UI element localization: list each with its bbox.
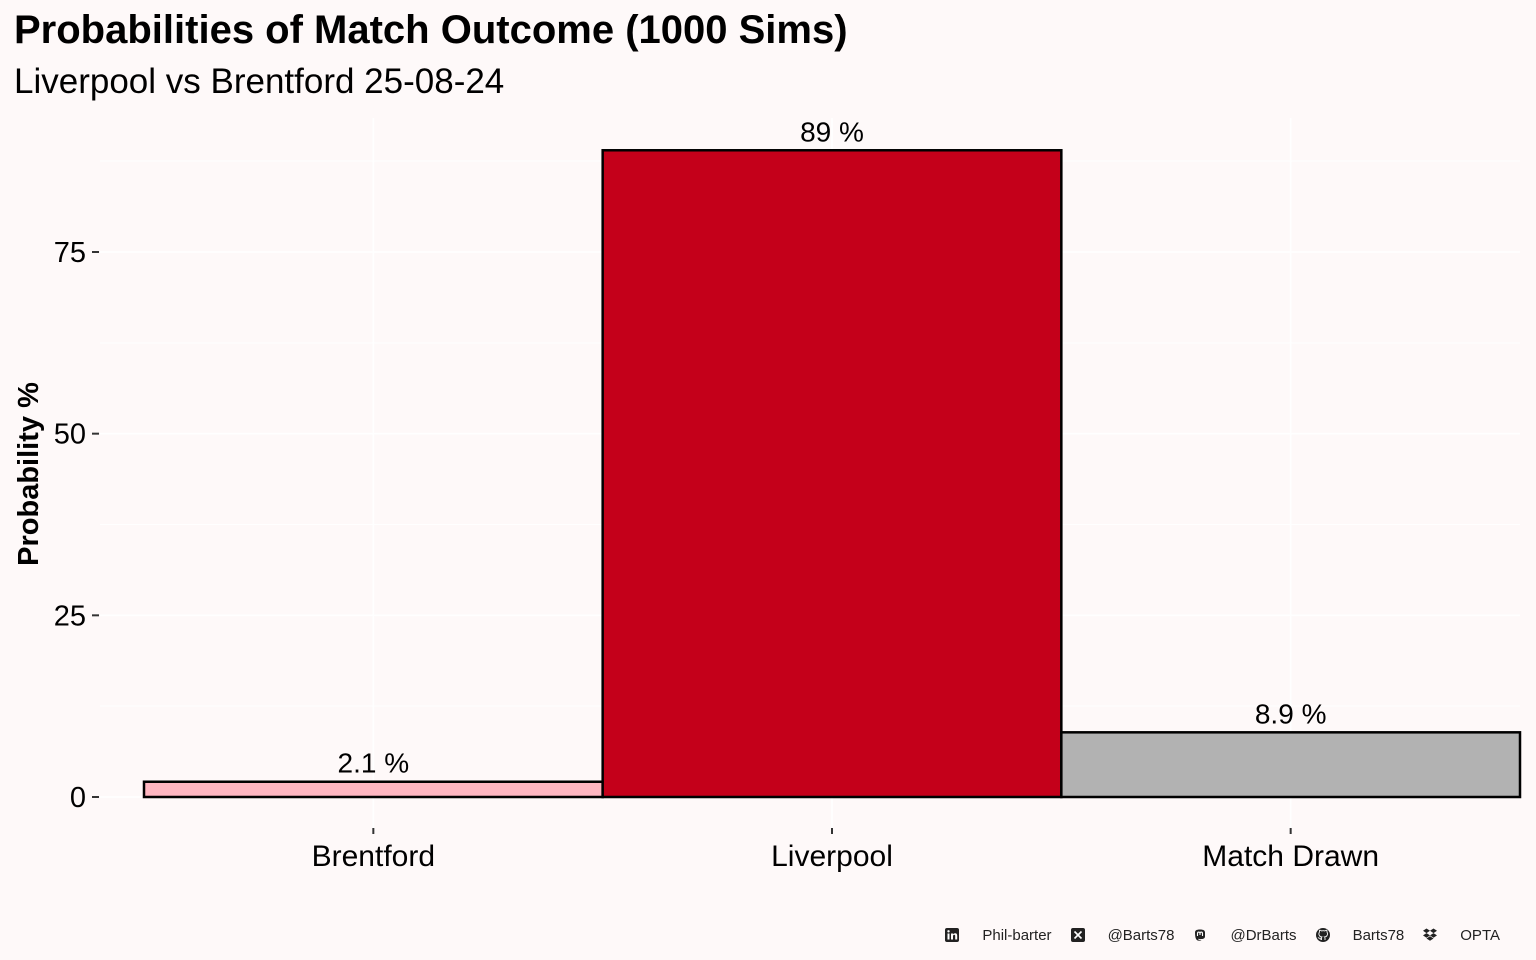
bar-match-drawn bbox=[1060, 731, 1522, 799]
y-tick-label: 0 bbox=[70, 782, 86, 814]
linkedin-icon bbox=[944, 927, 960, 943]
linkedin-handle: Phil-barter bbox=[982, 926, 1052, 944]
y-axis-label: Probability % bbox=[13, 382, 45, 566]
y-tick-label: 25 bbox=[54, 600, 86, 632]
chart-title: Probabilities of Match Outcome (1000 Sim… bbox=[14, 8, 848, 52]
data-label: 2.1 % bbox=[338, 748, 410, 779]
bar-liverpool bbox=[601, 149, 1063, 799]
data-label: 8.9 % bbox=[1255, 698, 1327, 729]
y-tick-label: 75 bbox=[54, 237, 86, 269]
data-label: 89 % bbox=[800, 116, 864, 147]
bar-layer bbox=[142, 149, 1522, 799]
data-label-layer: 2.1 % 89 % 8.9 % bbox=[338, 116, 1327, 778]
x-tick-label: Liverpool bbox=[771, 840, 893, 873]
x-tick-label: Brentford bbox=[312, 840, 435, 873]
footer-credits: Phil-barter @Barts78 @DrBarts Barts78 OP… bbox=[944, 922, 1500, 948]
x-twitter-icon bbox=[1070, 927, 1086, 943]
chart-subtitle: Liverpool vs Brentford 25-08-24 bbox=[14, 62, 505, 101]
bar-brentford bbox=[142, 780, 604, 799]
x-tick-label: Match Drawn bbox=[1202, 840, 1379, 873]
mastodon-handle: @DrBarts bbox=[1230, 926, 1297, 944]
mastodon-icon bbox=[1192, 927, 1208, 943]
y-tick-label: 50 bbox=[54, 419, 86, 451]
github-handle: Barts78 bbox=[1352, 926, 1405, 944]
data-source: OPTA bbox=[1460, 926, 1500, 944]
dropbox-icon bbox=[1422, 927, 1438, 943]
axis-layer: Brentford Liverpool Match Drawn 0 25 50 75 bbox=[54, 237, 1379, 873]
github-icon bbox=[1315, 927, 1331, 943]
x-handle: @Barts78 bbox=[1107, 926, 1175, 944]
